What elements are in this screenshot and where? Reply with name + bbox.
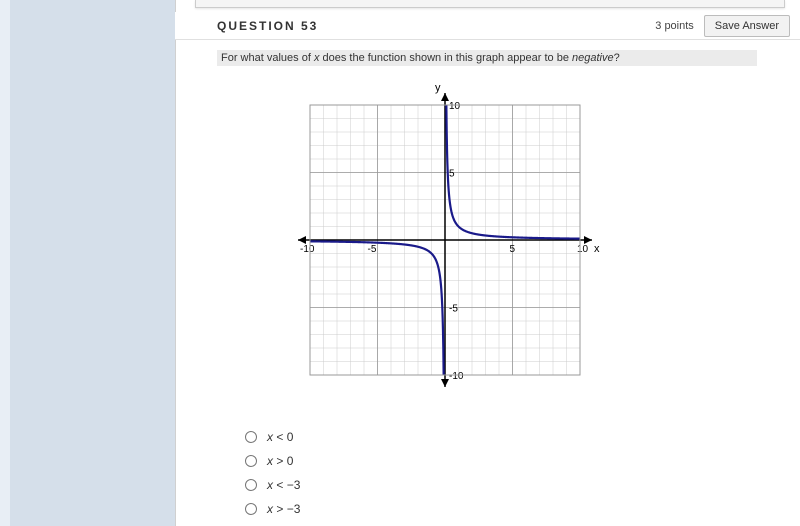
option-row[interactable]: x < 0 — [245, 425, 300, 449]
option-radio-4[interactable] — [245, 503, 257, 515]
svg-text:10: 10 — [449, 101, 461, 112]
svg-text:-10: -10 — [449, 371, 464, 382]
question-title: QUESTION 53 — [175, 19, 655, 33]
option-row[interactable]: x > 0 — [245, 449, 300, 473]
points-label: 3 points — [655, 20, 704, 32]
prompt-suffix: ? — [614, 52, 620, 64]
prompt-prefix: For what values of — [221, 52, 314, 64]
svg-text:5: 5 — [510, 244, 516, 255]
option-label: x > −3 — [267, 502, 300, 516]
option-radio-1[interactable] — [245, 431, 257, 443]
prompt-mid: does the function shown in this graph ap… — [319, 52, 572, 64]
option-label: x < −3 — [267, 478, 300, 492]
chart-svg: y x -10 -5 5 10 -10 -5 5 10 — [280, 75, 610, 405]
option-label: x < 0 — [267, 430, 293, 444]
question-prompt: For what values of x does the function s… — [217, 50, 757, 66]
svg-text:x: x — [594, 243, 600, 255]
top-toolbar-edge — [195, 0, 785, 8]
left-edge-strip — [0, 0, 10, 526]
svg-text:-5: -5 — [449, 304, 458, 315]
svg-text:-10: -10 — [300, 244, 315, 255]
svg-text:10: 10 — [577, 244, 589, 255]
option-radio-2[interactable] — [245, 455, 257, 467]
question-header: QUESTION 53 3 points Save Answer — [175, 12, 800, 40]
prompt-emword: negative — [572, 52, 614, 64]
option-label: x > 0 — [267, 454, 293, 468]
option-radio-3[interactable] — [245, 479, 257, 491]
svg-text:5: 5 — [449, 169, 455, 180]
svg-text:y: y — [435, 82, 441, 94]
option-row[interactable]: x > −3 — [245, 497, 300, 521]
save-answer-button[interactable]: Save Answer — [704, 15, 790, 37]
svg-text:-5: -5 — [368, 244, 377, 255]
answer-options: x < 0 x > 0 x < −3 x > −3 — [245, 425, 300, 521]
option-row[interactable]: x < −3 — [245, 473, 300, 497]
function-graph: y x -10 -5 5 10 -10 -5 5 10 — [280, 75, 610, 405]
